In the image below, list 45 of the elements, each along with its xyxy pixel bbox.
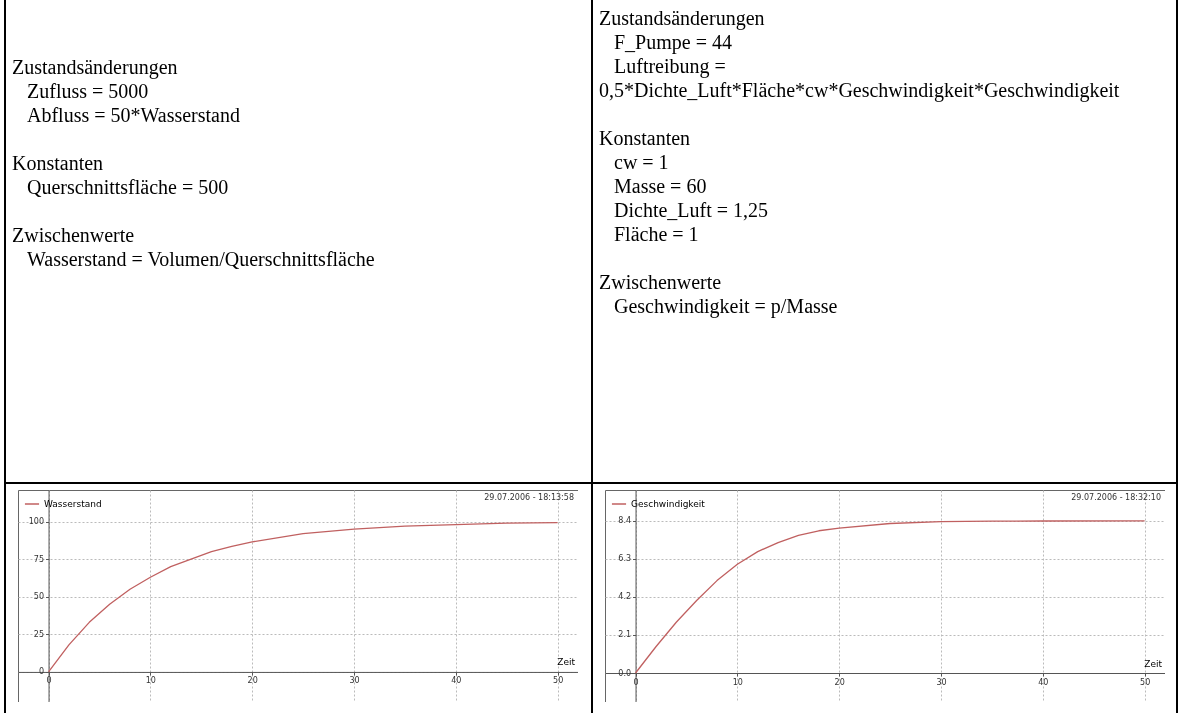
y-tick-label: 100 <box>28 517 45 527</box>
annotation: 29.07.2006 - 18:32:10 <box>1071 493 1161 502</box>
x-tick-label: 30 <box>936 677 947 687</box>
text: Wasserstand = Volumen/Querschnittsfläche <box>26 247 376 271</box>
x-tick-label: 10 <box>145 676 156 686</box>
x-tick-label: 20 <box>834 677 845 687</box>
y-tick-label: 8.4 <box>618 516 632 526</box>
text: Zustandsänderungen <box>12 55 179 79</box>
x-tick-label: 40 <box>1038 677 1049 687</box>
text: Zwischenwerte <box>12 223 136 247</box>
x-tick-label: 20 <box>247 676 258 686</box>
x-tick-label: 40 <box>451 676 462 686</box>
y-tick-label: 0 <box>38 667 45 677</box>
text: cw = 1 <box>613 150 670 174</box>
x-tick-label: 30 <box>349 676 360 686</box>
text: Abfluss = 50*Wasserstand <box>26 103 241 127</box>
y-tick-label: 6.3 <box>618 554 632 564</box>
x-axis-title: Zeit <box>1144 658 1163 669</box>
annotation: 29.07.2006 - 18:13:58 <box>484 493 574 502</box>
text: Dichte_Luft = 1,25 <box>613 198 770 222</box>
y-tick-label: 2.1 <box>618 630 632 640</box>
text: 0,5*Dichte_Luft*Fläche*cw*Geschwindigkeit*Geschwindigkeit <box>599 78 1121 102</box>
legend-label: Wasserstand <box>44 499 102 509</box>
y-tick-label: 75 <box>33 554 45 564</box>
text: Zwischenwerte <box>599 270 723 294</box>
x-tick-label: 50 <box>1140 677 1151 687</box>
y-tick-label: 25 <box>33 629 45 639</box>
x-tick-label: 10 <box>732 677 743 687</box>
text: Konstanten <box>599 126 692 150</box>
x-tick-label: 0 <box>46 676 52 686</box>
text: Fläche = 1 <box>613 222 700 246</box>
text: Masse = 60 <box>613 174 708 198</box>
text: Zufluss = 5000 <box>26 79 150 103</box>
y-tick-label: 50 <box>33 592 45 602</box>
x-tick-label: 50 <box>553 676 564 686</box>
text: Zustandsänderungen <box>599 6 766 30</box>
text: Konstanten <box>12 151 105 175</box>
x-axis-title: Zeit <box>557 657 576 668</box>
legend-label: Geschwindigkeit <box>631 499 706 509</box>
text: F_Pumpe = 44 <box>613 30 733 54</box>
x-tick-label: 0 <box>633 677 639 687</box>
y-tick-label: 4.2 <box>618 592 632 602</box>
text: Luftreibung = <box>613 54 727 78</box>
text: Geschwindigkeit = p/Masse <box>613 294 839 318</box>
text: Querschnittsfläche = 500 <box>26 175 230 199</box>
